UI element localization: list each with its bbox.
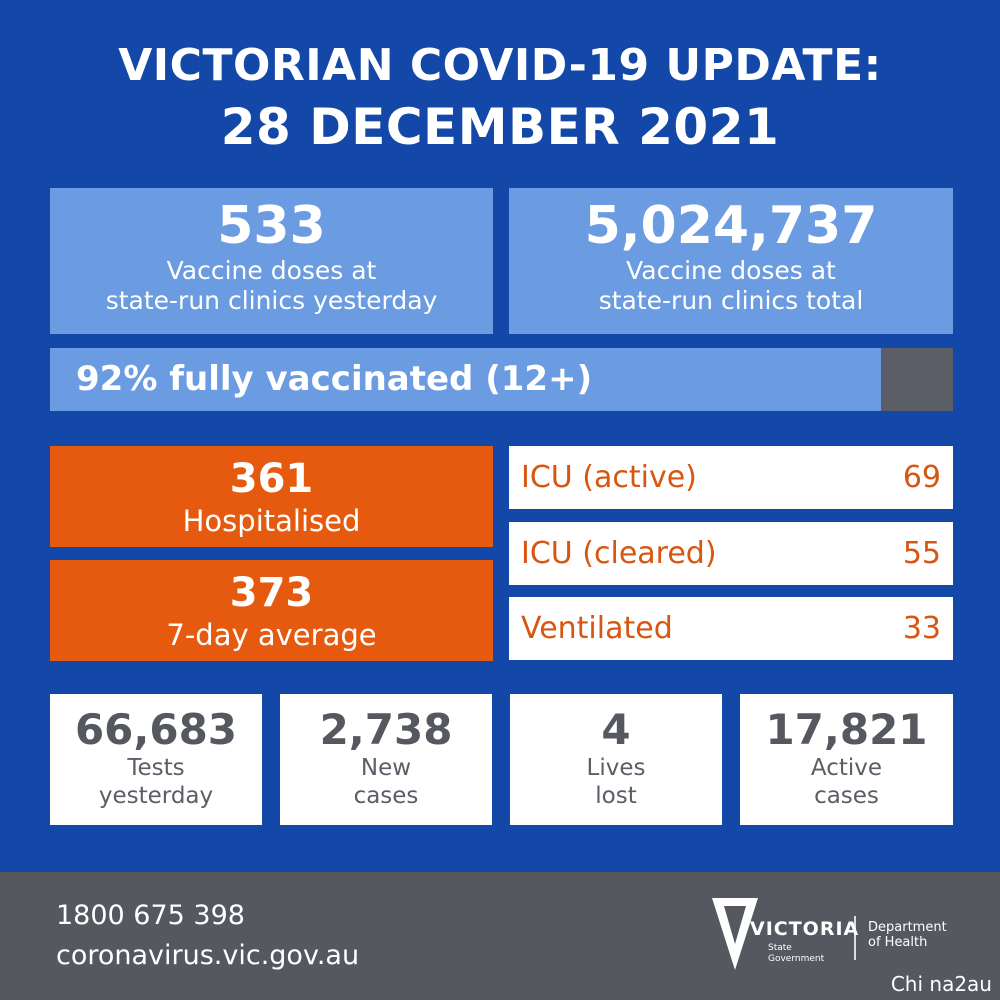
department-line-1: Department	[868, 920, 947, 935]
vaccine-total-value: 5,024,737	[584, 196, 878, 256]
title-line-1: VICTORIAN COVID-19 UPDATE:	[118, 40, 882, 91]
vaccine-yesterday-value: 533	[217, 196, 326, 256]
victoria-logo-government: Government	[768, 954, 825, 964]
ventilated-value: 33	[902, 611, 941, 646]
vaccine-total-label-2: state-run clinics total	[598, 286, 864, 315]
footer-phone: 1800 675 398	[56, 900, 245, 931]
stat-tests-label-1: Tests	[127, 755, 185, 781]
stat-lives-lost-label-2: lost	[595, 783, 637, 809]
stat-lives-lost-value: 4	[601, 705, 631, 754]
stat-tests-value: 66,683	[74, 705, 238, 754]
seven-day-average-value: 373	[229, 570, 314, 616]
stat-active-cases: 17,821 Active cases	[740, 694, 953, 825]
department-line-2: of Health	[868, 935, 928, 950]
icu-active-value: 69	[902, 460, 941, 495]
stat-active-cases-label-2: cases	[814, 783, 879, 809]
ventilated-row: Ventilated 33	[509, 597, 953, 660]
fully-vaccinated-bar: 92% fully vaccinated (12+)	[50, 348, 953, 411]
fully-vaccinated-fill	[50, 348, 881, 411]
hospitalised-value: 361	[229, 456, 314, 502]
stat-tests-label-2: yesterday	[98, 783, 214, 809]
hospitalised-label: Hospitalised	[182, 504, 361, 538]
vaccine-total-label-1: Vaccine doses at	[626, 256, 836, 285]
stat-new-cases-label-1: New	[360, 755, 412, 781]
vaccine-yesterday-label-2: state-run clinics yesterday	[105, 286, 438, 315]
icu-active-label: ICU (active)	[521, 460, 697, 495]
stat-active-cases-label-1: Active	[810, 755, 883, 781]
stat-active-cases-value: 17,821	[765, 705, 928, 754]
vaccine-yesterday-box: 533 Vaccine doses at state-run clinics y…	[50, 188, 493, 334]
victoria-logo-state: State	[768, 943, 792, 953]
vaccine-yesterday-label-1: Vaccine doses at	[166, 256, 377, 285]
victoria-chevron-icon	[712, 898, 758, 970]
seven-day-average-label: 7-day average	[166, 618, 377, 652]
stat-lives-lost: 4 Lives lost	[510, 694, 722, 825]
ventilated-label: Ventilated	[521, 611, 673, 646]
stat-new-cases: 2,738 New cases	[280, 694, 492, 825]
fully-vaccinated-text: 92% fully vaccinated (12+)	[76, 359, 593, 399]
logo-divider	[854, 916, 856, 960]
footer: 1800 675 398 coronavirus.vic.gov.au VICT…	[0, 872, 1000, 1000]
stat-tests: 66,683 Tests yesterday	[50, 694, 262, 825]
icu-active-row: ICU (active) 69	[509, 446, 953, 509]
icu-cleared-label: ICU (cleared)	[521, 536, 717, 571]
vaccine-total-box: 5,024,737 Vaccine doses at state-run cli…	[509, 188, 953, 334]
victoria-logo-word: VICTORIA	[750, 918, 860, 940]
icu-cleared-value: 55	[902, 536, 941, 571]
victoria-logo: VICTORIA State Government	[712, 898, 858, 978]
icu-cleared-row: ICU (cleared) 55	[509, 522, 953, 585]
footer-website: coronavirus.vic.gov.au	[56, 940, 360, 971]
title-date: 28 DECEMBER 2021	[220, 98, 780, 156]
watermark: Chi na2au	[890, 972, 992, 996]
hospitalised-box: 361 Hospitalised	[50, 446, 493, 547]
stat-new-cases-value: 2,738	[319, 705, 453, 754]
stat-lives-lost-label-1: Lives	[586, 755, 646, 781]
stat-new-cases-label-2: cases	[353, 783, 419, 809]
seven-day-average-box: 373 7-day average	[50, 560, 493, 661]
